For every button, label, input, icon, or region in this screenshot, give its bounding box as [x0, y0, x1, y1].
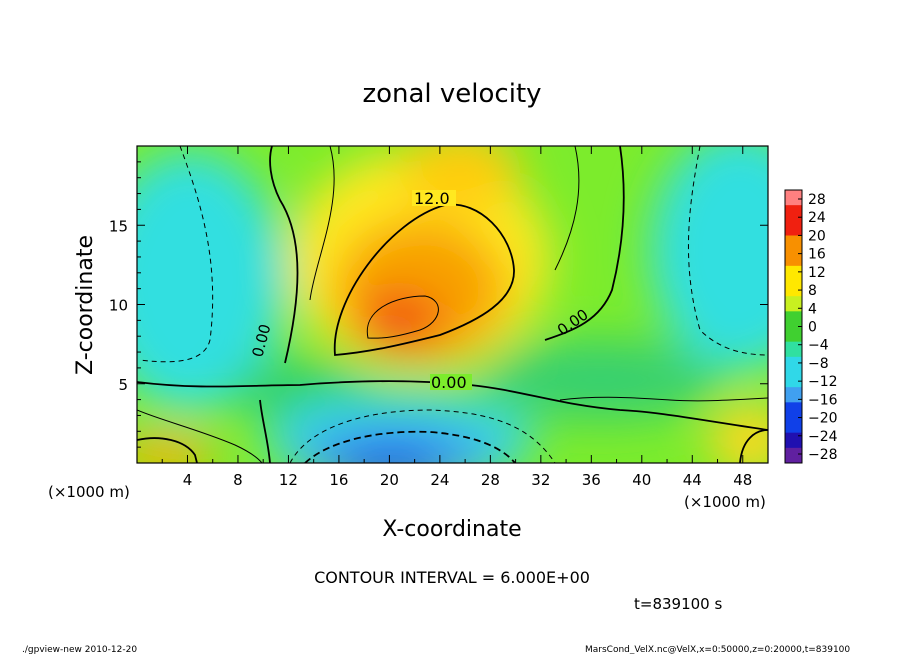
colorbar-segment — [785, 281, 802, 297]
colorbar-segment — [785, 190, 802, 206]
x-tick-label: 12 — [279, 471, 298, 489]
colorbar-label: −4 — [808, 338, 829, 354]
contour-label-12: 12.0 — [414, 189, 450, 208]
colorbar-segment — [785, 402, 802, 418]
heatmap-field — [137, 146, 768, 463]
colorbar-segment — [785, 326, 802, 343]
colorbar-label: 4 — [808, 301, 817, 317]
footer-right: MarsCond_VelX.nc@VelX,x=0:50000,z=0:2000… — [585, 645, 850, 654]
colorbar-label: −20 — [808, 411, 838, 427]
x-tick-label: 8 — [233, 471, 243, 489]
colorbar-segment — [785, 265, 802, 282]
colorbar-segment — [785, 220, 802, 236]
colorbar-segment — [785, 311, 802, 327]
colorbar-segment — [785, 296, 802, 312]
colorbar-label: −8 — [808, 356, 829, 372]
colorbar-segment — [785, 235, 802, 252]
colorbar-segment — [785, 432, 802, 449]
colorbar-label: 0 — [808, 320, 817, 336]
contour-interval-text: CONTOUR INTERVAL = 6.000E+00 — [314, 568, 590, 587]
x-axis-unit-left: (×1000 m) — [48, 483, 130, 501]
colorbar: 28 24 20 16 12 8 4 0 −4 −8 −12 −16 −20 −24 −28 — [784, 189, 838, 464]
chart-title: zonal velocity — [362, 79, 541, 109]
time-stamp: t=839100 s — [634, 595, 722, 613]
x-axis-label: X-coordinate — [382, 517, 521, 542]
y-tick-label: 15 — [109, 217, 128, 235]
colorbar-segment — [785, 341, 802, 358]
colorbar-label: 16 — [808, 247, 826, 263]
x-axis: 4 8 12 16 20 24 28 32 36 40 44 48 — [161, 146, 752, 489]
colorbar-segment — [785, 250, 802, 267]
colorbar-label: −24 — [808, 429, 838, 445]
colorbar-segment — [785, 417, 802, 434]
footer-left: ./gpview-new 2010-12-20 — [22, 645, 137, 654]
colorbar-label: 8 — [808, 283, 817, 299]
y-tick-label: 5 — [118, 376, 128, 394]
x-tick-label: 36 — [582, 471, 601, 489]
colorbar-segment — [785, 387, 802, 403]
x-tick-label: 24 — [430, 471, 449, 489]
colorbar-label: 20 — [808, 228, 826, 244]
contour-label-0-a: 0.00 — [431, 373, 467, 392]
y-axis-label: Z-coordinate — [73, 235, 98, 375]
y-tick-label: 10 — [109, 297, 128, 315]
colorbar-segment — [785, 356, 802, 373]
colorbar-label: −16 — [808, 392, 838, 408]
colorbar-segment — [785, 372, 802, 388]
x-tick-label: 28 — [481, 471, 500, 489]
x-tick-label: 20 — [380, 471, 399, 489]
x-tick-label: 48 — [733, 471, 752, 489]
x-tick-label: 44 — [683, 471, 702, 489]
x-tick-label: 32 — [531, 471, 550, 489]
x-tick-label: 16 — [329, 471, 348, 489]
x-tick-label: 4 — [183, 471, 193, 489]
colorbar-segment — [785, 205, 802, 221]
x-tick-label: 40 — [632, 471, 651, 489]
colorbar-label: −28 — [808, 447, 838, 463]
colorbar-label: 24 — [808, 210, 826, 226]
colorbar-label: −12 — [808, 374, 838, 390]
contour-labels: 12.0 0.00 0.00 0.00 — [248, 189, 591, 392]
colorbar-segment — [785, 447, 802, 464]
colorbar-label: 12 — [808, 265, 826, 281]
colorbar-label: 28 — [808, 192, 826, 208]
x-axis-unit-right: (×1000 m) — [684, 493, 766, 511]
y-axis: 5 10 15 — [109, 161, 768, 448]
